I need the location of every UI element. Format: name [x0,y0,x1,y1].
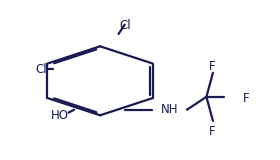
Text: HO: HO [51,109,69,122]
Text: NH: NH [161,103,178,116]
Text: F: F [243,92,250,105]
Text: Cl: Cl [119,20,131,32]
Text: Cl: Cl [35,63,47,76]
Text: F: F [209,60,215,72]
Text: F: F [209,125,215,138]
